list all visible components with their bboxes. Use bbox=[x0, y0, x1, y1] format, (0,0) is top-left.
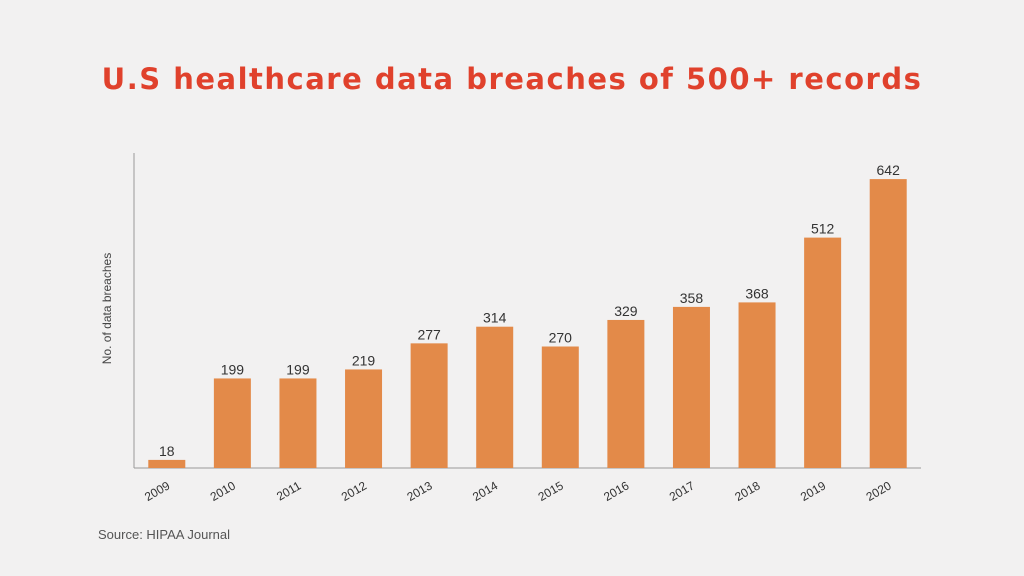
x-tick-label-2014: 2014 bbox=[470, 478, 500, 504]
x-tick-label-2009: 2009 bbox=[142, 478, 172, 504]
data-label-2014: 314 bbox=[483, 310, 507, 326]
bar-2013 bbox=[410, 343, 448, 468]
bar-2014 bbox=[476, 326, 514, 468]
data-label-2009: 18 bbox=[159, 443, 175, 459]
x-tick-label-2011: 2011 bbox=[274, 478, 304, 503]
x-tick-label-2010: 2010 bbox=[208, 478, 238, 504]
bar-2009 bbox=[148, 459, 186, 468]
x-tick-label-2019: 2019 bbox=[798, 478, 828, 504]
bar-2020 bbox=[869, 179, 907, 468]
data-label-2020: 642 bbox=[877, 162, 901, 178]
data-label-2018: 368 bbox=[745, 285, 769, 301]
chart-title: U.S healthcare data breaches of 500+ rec… bbox=[101, 62, 923, 96]
bar-2019 bbox=[804, 237, 842, 468]
bar-2012 bbox=[345, 369, 383, 468]
bar-2015 bbox=[541, 346, 579, 468]
data-label-2016: 329 bbox=[614, 303, 638, 319]
source-note: Source: HIPAA Journal bbox=[98, 527, 230, 542]
data-label-2013: 277 bbox=[417, 326, 441, 342]
bar-2010 bbox=[213, 378, 251, 468]
data-label-2017: 358 bbox=[680, 290, 704, 306]
x-tick-label-2020: 2020 bbox=[864, 478, 894, 504]
x-tick-label-2017: 2017 bbox=[667, 478, 697, 504]
x-tick-label-2012: 2012 bbox=[339, 478, 369, 504]
data-label-2011: 199 bbox=[286, 361, 310, 377]
bar-2016 bbox=[607, 319, 645, 468]
bar-2011 bbox=[279, 378, 317, 468]
data-label-2015: 270 bbox=[549, 330, 573, 346]
bar-2018 bbox=[738, 302, 776, 468]
data-label-2019: 512 bbox=[811, 221, 835, 237]
x-tick-label-2016: 2016 bbox=[601, 478, 631, 504]
data-label-2010: 199 bbox=[221, 361, 245, 377]
x-tick-label-2013: 2013 bbox=[404, 478, 434, 504]
bar-2017 bbox=[672, 306, 710, 468]
x-tick-label-2018: 2018 bbox=[732, 478, 762, 504]
bars-group: 18 2009 199 2010 199 2011 219 2012 277 2013 314 201… bbox=[142, 162, 907, 504]
data-label-2012: 219 bbox=[352, 352, 376, 368]
y-axis-label: No. of data breaches bbox=[100, 253, 114, 364]
x-tick-label-2015: 2015 bbox=[536, 478, 566, 504]
